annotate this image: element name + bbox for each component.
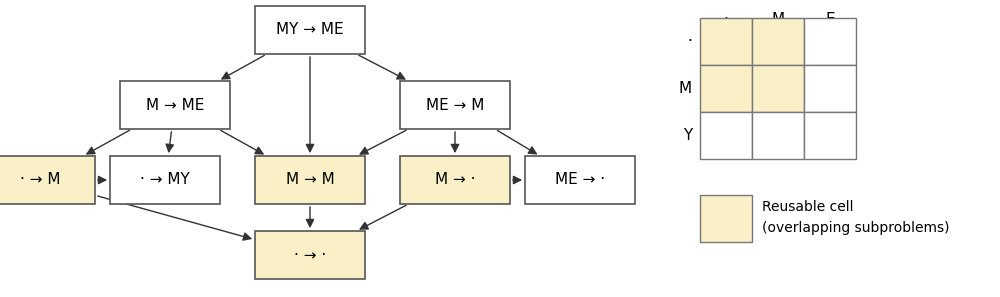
Bar [525,156,635,204]
Text: · → M: · → M [20,173,60,187]
Bar [752,112,804,159]
Bar [0,156,95,204]
Text: Y: Y [683,128,692,143]
Bar [255,231,365,279]
Text: M → ·: M → · [435,173,475,187]
Text: E: E [825,12,835,27]
Bar [752,65,804,112]
Bar [804,18,856,65]
Bar [120,81,230,129]
Text: MY → ME: MY → ME [276,23,344,37]
Text: · → MY: · → MY [140,173,190,187]
Bar [752,18,804,65]
Text: M → ME: M → ME [146,97,204,113]
Text: ·: · [724,12,728,27]
Bar [804,65,856,112]
Bar [255,156,365,204]
Bar [804,112,856,159]
Text: ME → ·: ME → · [555,173,605,187]
Text: M: M [679,81,692,96]
Text: ME → M: ME → M [426,97,484,113]
Bar [255,6,365,54]
Text: M: M [771,12,785,27]
Bar [700,195,752,242]
Bar [700,18,752,65]
Text: Reusable cell
(overlapping subproblems): Reusable cell (overlapping subproblems) [762,200,950,235]
Text: M → M: M → M [286,173,334,187]
Text: ·: · [687,34,692,49]
Bar [110,156,220,204]
Bar [400,81,510,129]
Bar [700,112,752,159]
Text: · → ·: · → · [294,247,326,263]
Bar [700,65,752,112]
Bar [400,156,510,204]
